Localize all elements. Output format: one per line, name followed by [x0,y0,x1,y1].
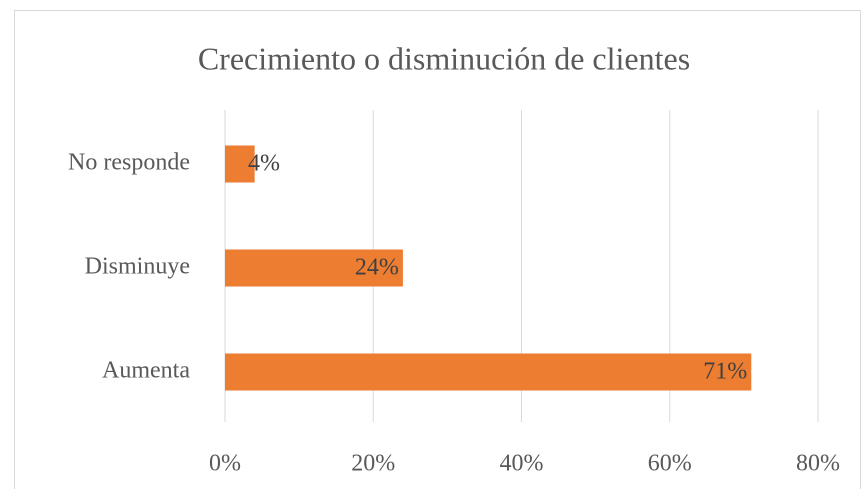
chart-title: Crecimiento o disminución de clientes [198,40,690,76]
bar [225,249,403,287]
data-label: 24% [355,255,399,281]
x-tick-label: 80% [796,451,840,477]
bar [225,353,752,391]
x-tick-label: 60% [648,451,692,477]
y-tick-label: No responde [68,150,190,176]
y-tick-label: Disminuye [85,254,190,280]
x-tick-label: 0% [209,451,241,477]
chart-border [14,10,861,489]
data-label: 71% [703,359,747,385]
x-tick-label: 40% [500,451,544,477]
data-label: 4% [248,151,280,177]
bar [225,145,255,183]
x-tick-label: 20% [351,451,395,477]
y-tick-label: Aumenta [102,358,190,384]
